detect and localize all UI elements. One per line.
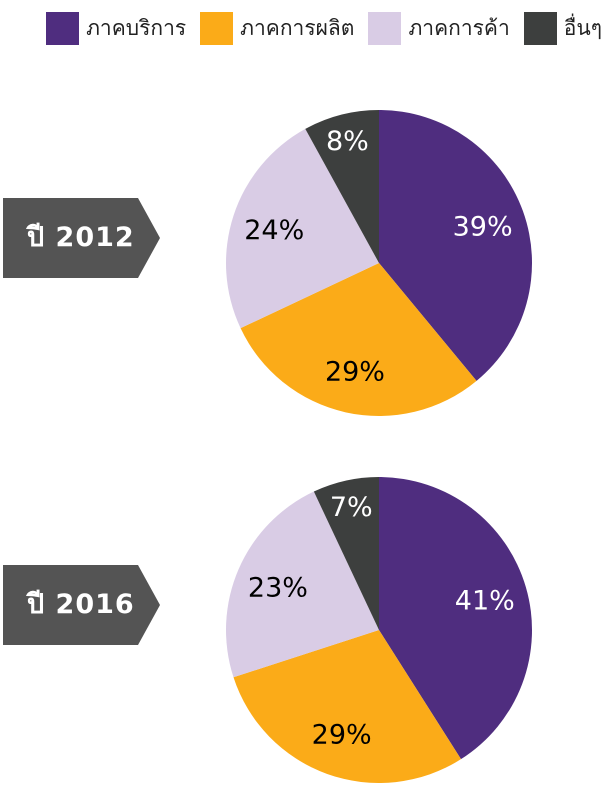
slice-label: 23% — [248, 572, 308, 603]
slice-label: 29% — [325, 357, 385, 388]
pie-slice — [379, 110, 532, 381]
banner-label: ปี 2016 — [27, 589, 135, 620]
pie-slice — [233, 630, 461, 784]
slice-label: 7% — [330, 492, 373, 523]
legend-label: ภาคการค้า — [408, 16, 510, 40]
banner-arrow-shape — [3, 198, 160, 278]
slice-label: 24% — [244, 215, 304, 246]
slice-label: 41% — [455, 585, 515, 616]
pie-slice — [313, 477, 379, 630]
legend-item-trade: ภาคการค้า — [368, 12, 510, 45]
legend-swatch — [368, 12, 402, 45]
legend: ภาคบริการ ภาคการผลิต ภาคการค้า อื่นๆ — [40, 12, 602, 45]
pie-slice — [240, 263, 477, 417]
slice-label: 8% — [326, 126, 369, 157]
legend-swatch — [200, 12, 234, 45]
slice-label: 29% — [312, 720, 372, 751]
slice-label: 39% — [453, 212, 513, 243]
pie-slice — [379, 477, 532, 760]
banner-label: ปี 2012 — [27, 222, 135, 253]
pie-slice — [305, 110, 379, 263]
legend-item-other: อื่นๆ — [523, 12, 602, 45]
legend-label: อื่นๆ — [563, 16, 602, 40]
year-banner-2012: ปี 2012 — [3, 198, 160, 278]
banner-arrow-shape — [3, 565, 160, 645]
legend-swatch — [523, 12, 557, 45]
legend-item-services: ภาคบริการ — [46, 12, 186, 45]
legend-item-manufacturing: ภาคการผลิต — [200, 12, 354, 45]
legend-label: ภาคบริการ — [86, 16, 187, 40]
legend-swatch — [46, 12, 80, 45]
pie-slice — [226, 491, 379, 678]
year-banner-2016: ปี 2016 — [3, 565, 160, 645]
pie-slice — [226, 128, 379, 329]
legend-label: ภาคการผลิต — [240, 16, 355, 40]
